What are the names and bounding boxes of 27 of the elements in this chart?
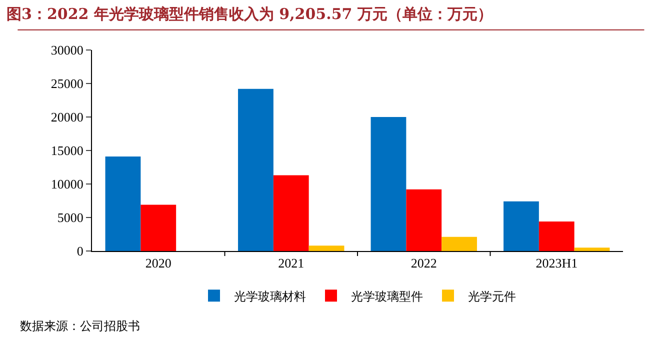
bar — [308, 246, 344, 251]
y-tick-label: 15000 — [50, 143, 84, 158]
bar — [273, 175, 309, 251]
x-tick-label: 2022 — [410, 256, 437, 271]
y-tick-label: 20000 — [50, 110, 84, 125]
chart-title: 图3：2022 年光学玻璃型件销售收入为 9,205.57 万元（单位：万元） — [6, 4, 492, 23]
bar — [370, 117, 406, 251]
y-tick-label: 5000 — [57, 210, 84, 226]
bar — [442, 236, 477, 251]
y-tick-label: 30000 — [50, 42, 84, 58]
bar — [406, 189, 442, 251]
legend-label: 光学元件 — [468, 289, 516, 304]
source-note: 数据来源：公司招股书 — [20, 319, 140, 333]
x-tick-label: 2023H1 — [536, 256, 578, 271]
x-tick-label: 2020 — [145, 256, 172, 271]
bar — [538, 222, 574, 251]
x-tick-label: 2021 — [278, 256, 304, 271]
y-tick-label: 10000 — [50, 176, 84, 192]
bar — [105, 156, 141, 251]
bar — [140, 204, 176, 251]
bar — [504, 201, 539, 251]
legend-label: 光学玻璃型件 — [351, 289, 423, 304]
bar — [574, 248, 610, 251]
y-tick-label: 25000 — [50, 76, 84, 92]
y-tick-label: 0 — [76, 244, 84, 259]
bar — [238, 88, 274, 251]
legend-label: 光学玻璃材料 — [234, 289, 306, 304]
